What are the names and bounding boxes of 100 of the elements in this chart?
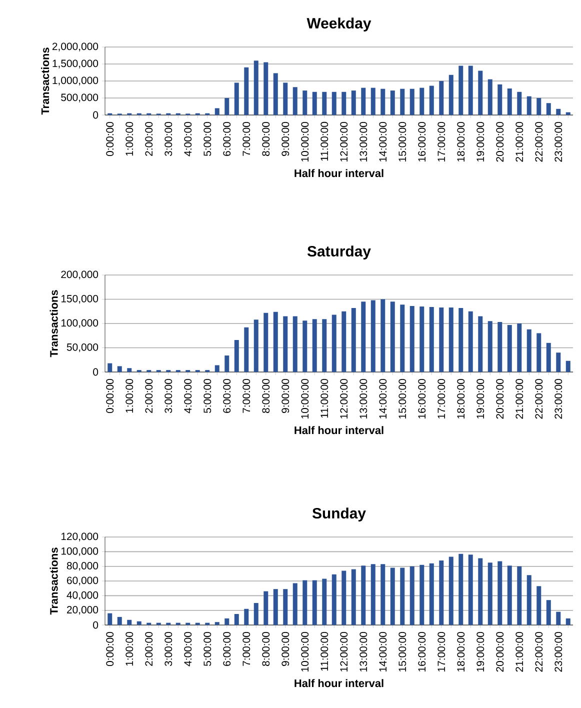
bar [254,320,258,372]
x-tick-label: 21:00:00 [516,378,524,419]
bar [536,586,542,626]
chart-title: Saturday [307,246,371,260]
y-axis-title: Transactions [41,48,50,115]
bar [370,300,376,372]
bar [410,306,414,372]
bar [420,88,424,116]
x-tick-label: 5:00:00 [204,122,212,156]
bar [342,570,346,626]
x-tick-label: 16:00:00 [418,632,426,672]
x-tick-label: 0:00:00 [106,122,114,156]
x-tick-label: 17:00:00 [438,122,446,162]
bar [302,580,308,626]
x-tick-label: 2:00:00 [145,378,153,413]
x-tick-label: 9:00:00 [282,632,290,666]
bar [370,564,376,626]
bar [448,556,454,626]
bar [536,98,542,116]
bar [136,621,142,626]
bar [214,622,220,626]
bar [448,308,454,372]
bar [458,308,464,372]
x-tick-label: 2:00:00 [145,632,153,666]
x-tick-label: 15:00:00 [398,122,406,162]
bar [244,608,249,626]
x-tick-label: 20:00:00 [496,122,504,162]
y-tick-label: 120,000 [61,532,98,542]
x-axis-title: Half hour interval [294,169,384,178]
y-tick-label: 0 [93,368,98,376]
bar [351,569,356,626]
bar [517,324,522,372]
bar [312,580,317,626]
bar [322,578,327,626]
bar [390,568,395,626]
bar [332,574,336,626]
bar [302,320,308,372]
x-tick-label: 21:00:00 [516,632,524,672]
x-tick-label: 5:00:00 [204,378,212,414]
x-tick-label: 17:00:00 [438,632,446,672]
y-tick-label: 100,000 [61,547,98,556]
bar [488,79,492,116]
bar [332,92,336,116]
bar [517,92,522,116]
bar [292,87,298,116]
y-tick-label: 60,000 [67,576,98,586]
bar [292,316,298,372]
bar [546,600,551,626]
bar [429,563,434,626]
y-tick-label: 100,000 [61,319,98,328]
bar [439,560,444,626]
bar [322,92,327,116]
chart-title: Weekday [306,18,372,32]
bar [361,566,366,626]
bar [264,312,268,372]
bar [458,554,464,626]
x-tick-label: 1:00:00 [126,632,134,666]
bar [566,112,570,116]
x-tick-label: 6:00:00 [223,378,231,413]
y-tick-label: 150,000 [61,294,98,304]
bar [283,82,288,116]
x-tick-label: 4:00:00 [184,122,192,156]
x-tick-label: 6:00:00 [223,632,231,666]
x-tick-label: 12:00:00 [340,632,348,672]
bar [458,66,464,116]
y-tick-label: 50,000 [66,343,98,352]
x-tick-label: 18:00:00 [457,122,465,162]
bar [234,340,239,372]
x-tick-label: 9:00:00 [282,122,290,156]
bar [526,96,532,116]
bar [351,308,356,372]
bar [176,622,180,626]
y-tick-label: 20,000 [67,606,98,615]
bar [439,81,444,116]
bar [556,352,561,372]
bar [312,319,317,372]
bar [244,67,249,116]
bar [254,603,258,626]
bar [556,612,561,626]
bar [283,316,288,372]
bar [146,622,152,626]
bar [507,566,512,626]
x-tick-label: 19:00:00 [476,632,484,672]
bar [400,568,405,626]
bar [244,327,249,372]
x-tick-label: 2:00:00 [145,122,153,156]
x-tick-label: 3:00:00 [164,122,172,156]
bar [439,308,444,372]
bar [546,342,551,372]
bar [420,306,424,372]
x-tick-label: 20:00:00 [496,632,504,672]
bar [117,616,122,626]
x-tick-label: 1:00:00 [126,378,134,413]
bar [410,566,414,626]
x-tick-label: 15:00:00 [398,378,406,418]
x-tick-label: 11:00:00 [320,378,328,418]
x-tick-label: 13:00:00 [360,378,368,418]
x-tick-label: 13:00:00 [360,122,368,162]
bar [117,366,122,372]
x-tick-label: 7:00:00 [242,122,250,156]
